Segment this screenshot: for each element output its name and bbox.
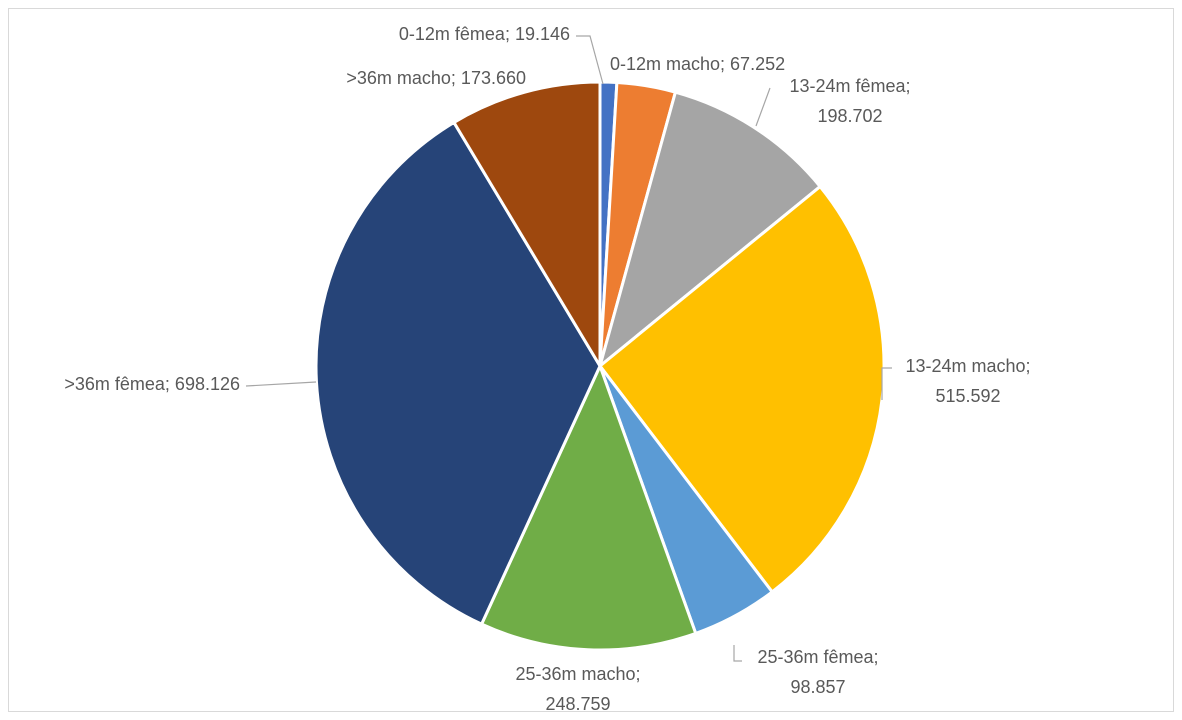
pie-slices — [314, 80, 886, 652]
data-label-36m-f-mea: >36m fêmea; 698.126 — [64, 374, 240, 394]
data-label-25-36m-macho: 25-36m macho; 248.759 — [515, 664, 640, 714]
pie-slice-13-24m-f-mea — [597, 90, 823, 371]
leader-line-25-36m-f-mea — [733, 645, 742, 662]
leader-line-0-12m-f-mea — [576, 35, 604, 85]
data-label-13-24m-f-mea: 13-24m fêmea; 198.702 — [789, 76, 910, 126]
data-label-25-36m-f-mea: 25-36m fêmea; 98.857 — [757, 647, 878, 697]
leader-line-13-24m-macho — [881, 367, 892, 400]
pie-slice-36m-macho — [451, 80, 602, 372]
leader-line-13-24m-f-mea — [755, 87, 771, 127]
pie-slice-25-36m-macho — [479, 362, 698, 652]
data-label-0-12m-macho: 0-12m macho; 67.252 — [610, 54, 785, 74]
data-label-13-24m-macho: 13-24m macho; 515.592 — [905, 356, 1030, 406]
data-label-0-12m-f-mea: 0-12m fêmea; 19.146 — [399, 24, 570, 44]
leader-lines — [245, 35, 892, 662]
leader-line-36m-f-mea — [245, 381, 317, 387]
data-label-36m-macho: >36m macho; 173.660 — [346, 68, 526, 88]
